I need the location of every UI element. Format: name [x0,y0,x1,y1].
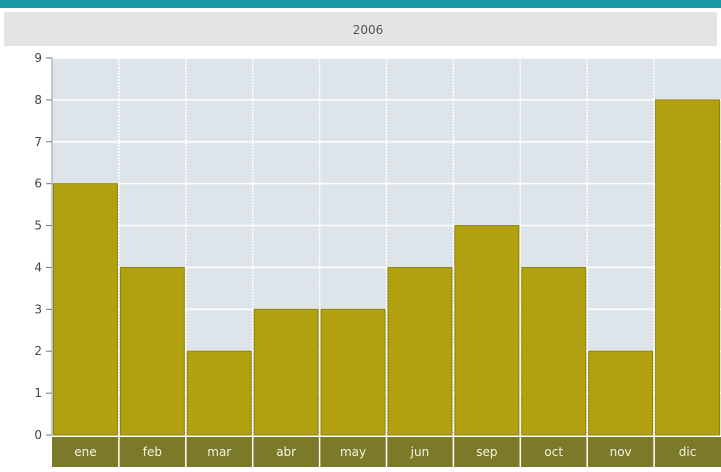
y-tick-label: 6 [34,177,42,191]
bar-oct [521,266,587,436]
x-tick-label: feb [143,445,162,459]
y-tick-label: 1 [34,386,42,400]
bar-jun [387,266,453,436]
title-band [4,12,717,46]
x-tick-label: jun [410,445,430,459]
y-tick-label: 4 [34,260,42,274]
x-tick-label: oct [544,445,563,459]
category-labels: ene feb mar abr may jun sep oct nov dic [74,437,696,467]
y-tick-label: 2 [34,344,42,358]
bar-abr [253,308,319,436]
x-tick-label: may [340,445,366,459]
bar-dic [655,99,720,436]
grid-lines [52,57,721,435]
chart-title: 2006 [353,23,384,37]
bars [53,99,720,436]
x-tick-label: abr [276,445,296,459]
x-tick-label: sep [476,445,497,459]
bar-may [320,308,386,436]
bar-mar [186,350,252,436]
y-tick-label: 3 [34,302,42,316]
y-tick-label: 0 [34,428,42,442]
y-tick-label: 5 [34,219,42,233]
bar-ene [53,183,118,436]
x-tick-label: mar [207,445,231,459]
x-tick-label: ene [74,445,96,459]
bar-feb [119,266,185,436]
header-bar [0,0,721,8]
bar-nov [588,350,654,436]
x-tick-label: dic [679,445,697,459]
x-tick-label: nov [610,445,632,459]
y-tick-label: 8 [34,93,42,107]
y-tick-label: 7 [34,135,42,149]
y-tick-label: 9 [34,51,42,65]
y-axis-ticks: 0 1 2 3 4 5 6 7 8 9 [34,51,52,442]
bar-sep [454,225,520,436]
